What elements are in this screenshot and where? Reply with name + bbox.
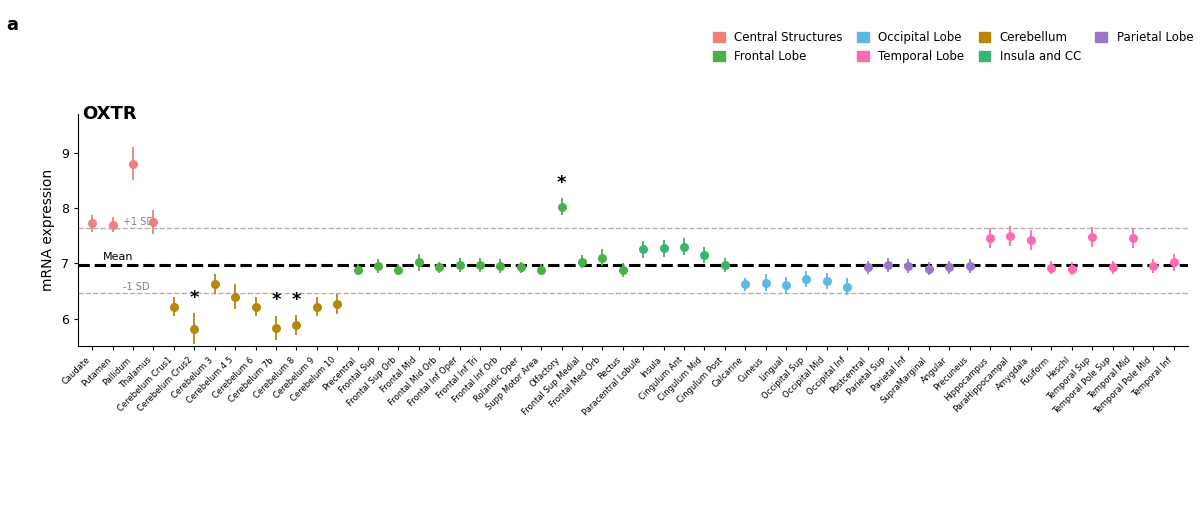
Text: OXTR: OXTR	[82, 105, 137, 124]
Text: *: *	[557, 174, 566, 192]
Text: +1 SD: +1 SD	[122, 217, 154, 227]
Y-axis label: mRNA expression: mRNA expression	[42, 169, 55, 291]
Text: *: *	[292, 291, 301, 309]
Text: *: *	[190, 288, 199, 307]
Text: a: a	[6, 16, 18, 34]
Text: *: *	[271, 291, 281, 309]
Text: Mean: Mean	[102, 252, 133, 263]
Text: -1 SD: -1 SD	[122, 282, 149, 292]
Legend: Central Structures, Frontal Lobe, Occipital Lobe, Temporal Lobe, Cerebellum, Ins: Central Structures, Frontal Lobe, Occipi…	[713, 31, 1193, 63]
